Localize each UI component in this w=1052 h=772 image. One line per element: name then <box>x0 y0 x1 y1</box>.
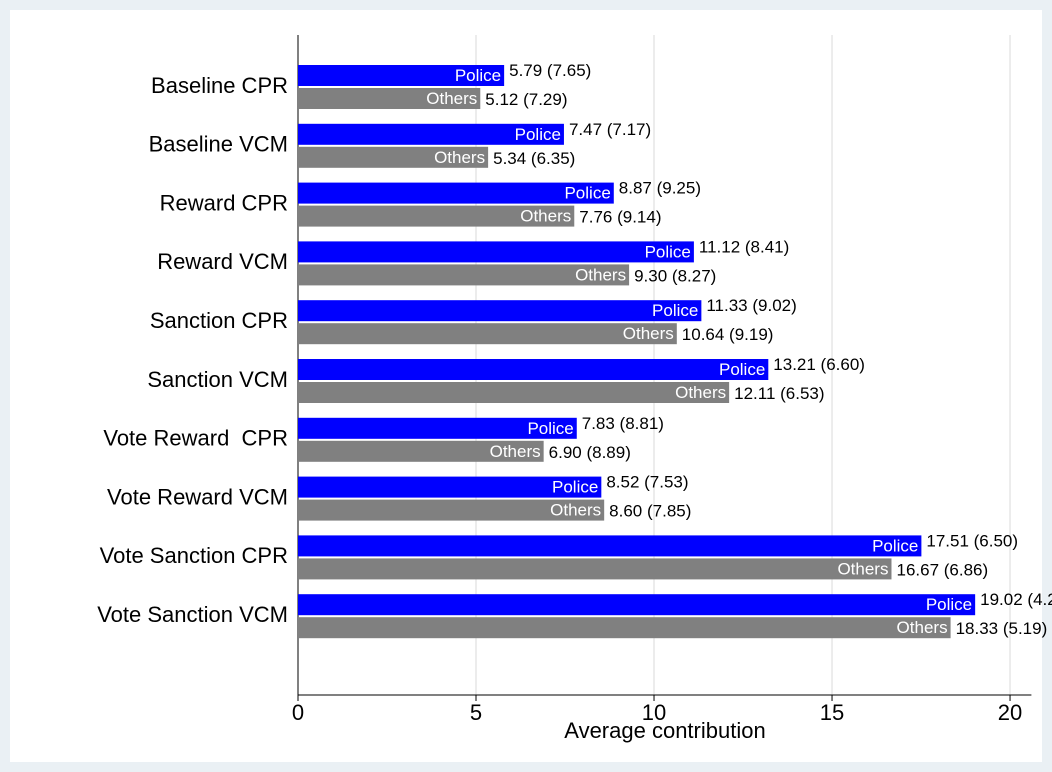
value-label: 18.33 (5.19) <box>956 619 1048 638</box>
bar-series-label: Police <box>564 184 610 203</box>
bar <box>298 205 575 227</box>
bar <box>298 241 694 263</box>
value-label: 8.87 (9.25) <box>619 179 701 198</box>
category-label: Sanction VCM <box>147 367 288 392</box>
bar-series-label: Police <box>515 125 561 144</box>
value-label: 11.33 (9.02) <box>706 296 796 315</box>
category-label: Baseline CPR <box>151 73 288 98</box>
bar <box>298 440 544 462</box>
x-tick-label: 0 <box>292 700 304 725</box>
value-label: 7.47 (7.17) <box>569 120 651 139</box>
bar <box>298 300 702 322</box>
value-label: 5.34 (6.35) <box>493 149 575 168</box>
bar-series-label: Police <box>527 419 573 438</box>
value-label: 11.12 (8.41) <box>699 237 789 256</box>
x-tick-label: 5 <box>470 700 482 725</box>
bar-series-label: Others <box>575 265 626 284</box>
x-tick-label: 20 <box>998 700 1022 725</box>
bar-series-label: Police <box>652 301 698 320</box>
value-label: 7.76 (9.14) <box>579 208 661 227</box>
category-label: Reward VCM <box>157 249 288 274</box>
bar <box>298 323 677 345</box>
category-label: Vote Reward VCM <box>107 484 288 509</box>
value-label: 10.64 (9.19) <box>682 325 774 344</box>
bar-series-label: Others <box>490 442 541 461</box>
bar <box>298 382 730 403</box>
value-label: 17.51 (6.50) <box>926 531 1018 550</box>
bar-series-label: Police <box>552 478 598 497</box>
bar <box>298 182 614 204</box>
value-label: 7.83 (8.81) <box>582 414 664 433</box>
bar <box>298 359 769 380</box>
x-tick-label: 15 <box>820 700 844 725</box>
value-label: 12.11 (6.53) <box>734 384 824 403</box>
bar <box>298 417 577 439</box>
value-label: 8.52 (7.53) <box>606 473 688 492</box>
value-label: 9.30 (8.27) <box>634 266 716 285</box>
category-label: Reward CPR <box>160 190 288 215</box>
bar <box>298 594 976 616</box>
bar-series-label: Others <box>550 501 601 520</box>
bar-series-label: Police <box>926 595 972 614</box>
bar-series-label: Others <box>623 324 674 343</box>
bar <box>298 264 630 286</box>
bar <box>298 146 489 168</box>
bar-series-label: Others <box>675 383 726 402</box>
bar-series-label: Others <box>897 618 948 637</box>
bar-series-label: Police <box>455 66 501 85</box>
bar <box>298 499 605 521</box>
category-label: Sanction CPR <box>150 308 288 333</box>
bar <box>298 65 505 86</box>
bar-series-label: Others <box>426 89 477 108</box>
value-label: 5.79 (7.65) <box>509 61 591 80</box>
bar-series-label: Others <box>520 207 571 226</box>
category-label: Vote Sanction CPR <box>100 543 288 568</box>
x-tick-label: 10 <box>642 700 666 725</box>
value-label: 6.90 (8.89) <box>549 443 631 462</box>
bar-series-label: Police <box>719 360 765 379</box>
bar <box>298 88 481 109</box>
bar <box>298 617 951 639</box>
bar-series-label: Others <box>837 559 888 578</box>
category-label: Vote Reward CPR <box>103 426 288 451</box>
bar <box>298 123 564 145</box>
value-label: 19.02 (4.26) <box>980 590 1052 609</box>
bar <box>298 535 922 557</box>
bar-series-label: Others <box>434 148 485 167</box>
value-label: 5.12 (7.29) <box>485 90 567 109</box>
bar-series-label: Police <box>872 536 918 555</box>
category-label: Vote Sanction VCM <box>97 602 288 627</box>
value-label: 13.21 (6.60) <box>773 355 865 374</box>
category-label: Baseline VCM <box>149 132 288 157</box>
x-axis-title: Average contribution <box>564 718 765 743</box>
value-label: 8.60 (7.85) <box>609 502 691 521</box>
bar <box>298 558 892 580</box>
bar <box>298 476 602 498</box>
value-label: 16.67 (6.86) <box>896 560 988 579</box>
bar-series-label: Police <box>645 242 691 261</box>
